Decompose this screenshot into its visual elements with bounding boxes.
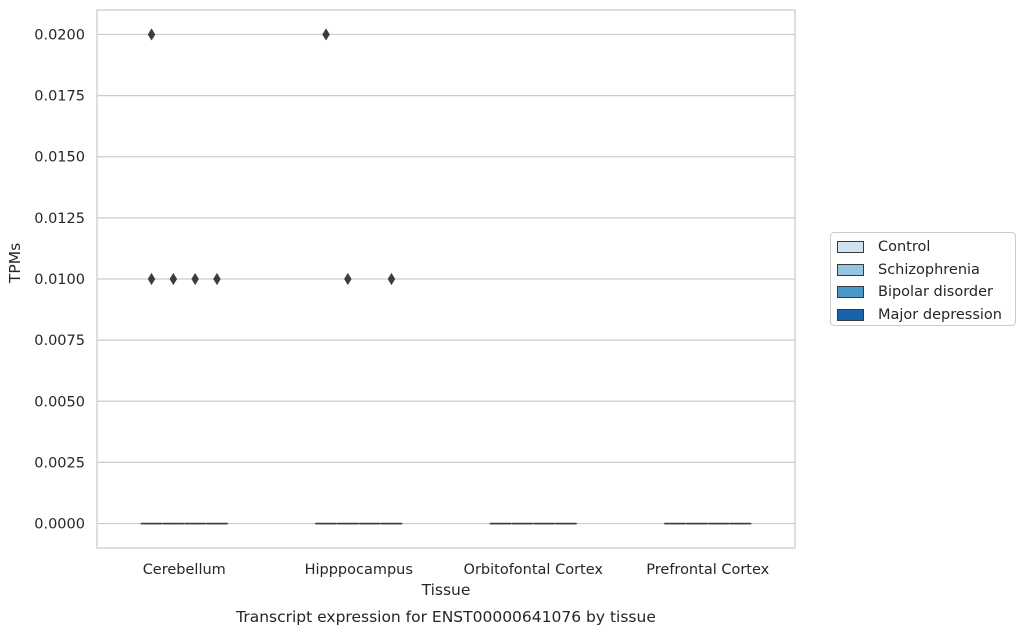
legend-label: Control [878,239,931,256]
outliers [147,28,396,286]
legend-item: Major depression [837,304,1015,327]
x-tick-label: Cerebellum [143,562,226,578]
y-tick-label: 0.0000 [34,517,85,533]
y-axis-title: TPMs [6,243,24,284]
outlier-point [344,272,352,286]
legend-swatch [837,286,864,299]
plot-frame [96,9,796,549]
legend-swatch [837,241,864,254]
y-tick-label: 0.0100 [34,272,85,288]
y-tick-label: 0.0050 [34,394,85,410]
outlier-point [147,272,156,286]
x-tick-labels: Cerebellum Hipppocampus Orbitofontal Corte… [143,562,770,578]
outlier-point [213,272,221,286]
legend-swatch [837,308,864,321]
outlier-point [191,272,199,286]
outlier-point [387,272,396,286]
legend: Control Schizophrenia Bipolar disorder M… [830,232,1016,326]
legend-label: Bipolar disorder [878,284,993,301]
outlier-point [169,272,178,286]
outlier-point [147,28,156,41]
y-tick-label: 0.0150 [34,150,85,166]
y-tick-label: 0.0200 [34,27,85,43]
x-tick-label: Prefrontal Cortex [646,562,769,578]
outlier-point [322,28,330,41]
y-tick-labels: 0.0000 0.0025 0.0050 0.0075 0.0100 0.0125 0.01… [34,27,85,532]
y-tick-label: 0.0175 [34,89,85,105]
legend-label: Schizophrenia [878,261,980,278]
x-tick-label: Orbitofontal Cortex [464,562,604,578]
y-tick-label: 0.0125 [34,211,85,227]
y-tick-label: 0.0075 [34,333,85,349]
legend-item: Bipolar disorder [837,281,1015,304]
grid-lines [97,33,795,525]
legend-item: Control [837,236,1015,259]
legend-label: Major depression [878,306,1002,323]
legend-swatch [837,263,864,276]
legend-item: Schizophrenia [837,259,1015,282]
y-tick-label: 0.0025 [34,455,85,471]
x-axis-title: Tissue [421,581,471,599]
x-tick-label: Hipppocampus [305,562,413,578]
chart-title: Transcript expression for ENST0000064107… [235,608,656,626]
